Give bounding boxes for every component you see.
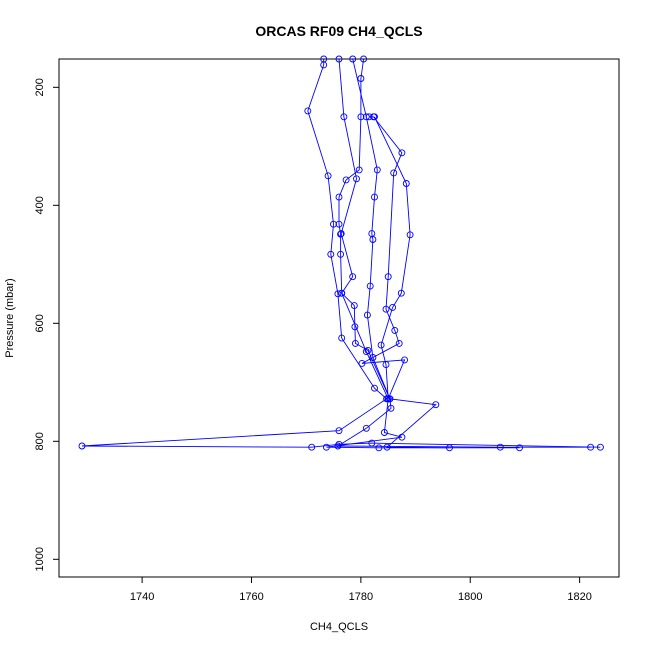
data-point	[363, 311, 371, 319]
data-point	[384, 273, 392, 281]
series-4	[349, 55, 453, 452]
data-point	[362, 424, 370, 432]
data-point	[334, 290, 342, 298]
data-point	[377, 341, 385, 349]
x-tick-label: 1760	[239, 591, 263, 603]
data-point	[358, 359, 366, 367]
data-point	[366, 282, 374, 290]
data-point	[357, 75, 365, 82]
series-6	[371, 113, 414, 403]
data-point	[342, 176, 350, 184]
data-point	[357, 113, 365, 121]
data-point	[380, 429, 388, 436]
data-point	[320, 61, 328, 69]
data-point	[364, 346, 372, 354]
data-point	[349, 273, 357, 281]
data-point	[398, 149, 406, 157]
x-axis: 1740 1760 1780 1800 1820	[130, 577, 592, 603]
y-tick-label: 800	[34, 432, 46, 450]
plot-series-layer	[78, 55, 604, 452]
data-point	[382, 361, 390, 369]
data-point	[351, 339, 359, 347]
x-tick-label: 1800	[458, 591, 482, 603]
data-point	[338, 334, 346, 342]
data-point	[371, 193, 378, 201]
y-tick-label: 400	[34, 196, 46, 214]
data-point	[596, 443, 604, 451]
data-point	[375, 444, 383, 452]
data-point	[335, 220, 343, 228]
series-line	[361, 116, 406, 399]
data-point	[496, 443, 504, 451]
data-point	[330, 220, 337, 228]
x-axis-label: CH4_QCLS	[310, 621, 368, 633]
data-point	[369, 354, 377, 361]
data-point	[304, 107, 312, 115]
y-tick-label: 200	[34, 78, 46, 96]
data-point	[349, 55, 357, 63]
data-point	[362, 348, 370, 356]
series-5	[358, 113, 409, 403]
data-point	[335, 55, 343, 63]
data-point	[384, 395, 392, 403]
x-tick-label: 1820	[567, 591, 591, 603]
series-line	[326, 58, 520, 449]
data-point	[371, 113, 378, 121]
data-point	[516, 444, 523, 452]
data-point	[327, 250, 335, 258]
data-point	[391, 326, 399, 334]
data-point	[78, 442, 86, 450]
y-axis: 200 400 600 800 1000	[34, 78, 59, 572]
data-point	[322, 443, 330, 451]
data-point	[402, 180, 410, 187]
chart-title: ORCAS RF09 CH4_QCLS	[255, 23, 422, 39]
data-point	[360, 55, 368, 63]
x-tick-label: 1780	[349, 591, 373, 603]
series-line	[81, 59, 601, 448]
y-axis-label: Pressure (mbar)	[4, 278, 16, 357]
data-point	[373, 166, 381, 174]
data-point	[389, 303, 397, 311]
data-point	[387, 404, 395, 412]
data-point	[395, 339, 403, 347]
data-point	[337, 250, 345, 258]
data-point	[338, 289, 346, 297]
data-point	[350, 302, 358, 310]
y-tick-label: 1000	[34, 547, 46, 571]
data-point	[446, 444, 453, 452]
data-point	[365, 113, 373, 121]
data-point	[335, 427, 343, 435]
data-point	[432, 401, 440, 409]
data-point	[587, 443, 595, 451]
y-tick-label: 600	[34, 314, 46, 332]
data-point	[397, 289, 405, 297]
x-tick-label: 1740	[130, 591, 154, 603]
data-point	[337, 230, 345, 238]
data-point	[355, 166, 363, 174]
data-point	[353, 175, 360, 183]
data-point	[382, 305, 390, 313]
data-point	[406, 231, 414, 239]
plot-frame	[58, 58, 620, 578]
series-3	[322, 55, 523, 452]
data-point	[369, 236, 377, 243]
data-point	[324, 172, 332, 180]
series-line	[352, 58, 450, 449]
data-point	[401, 356, 409, 364]
data-point	[308, 443, 316, 451]
data-point	[390, 169, 398, 177]
data-point	[383, 443, 391, 451]
data-point	[371, 384, 378, 392]
data-point	[337, 230, 345, 238]
data-point	[340, 113, 348, 121]
data-point	[335, 193, 343, 201]
